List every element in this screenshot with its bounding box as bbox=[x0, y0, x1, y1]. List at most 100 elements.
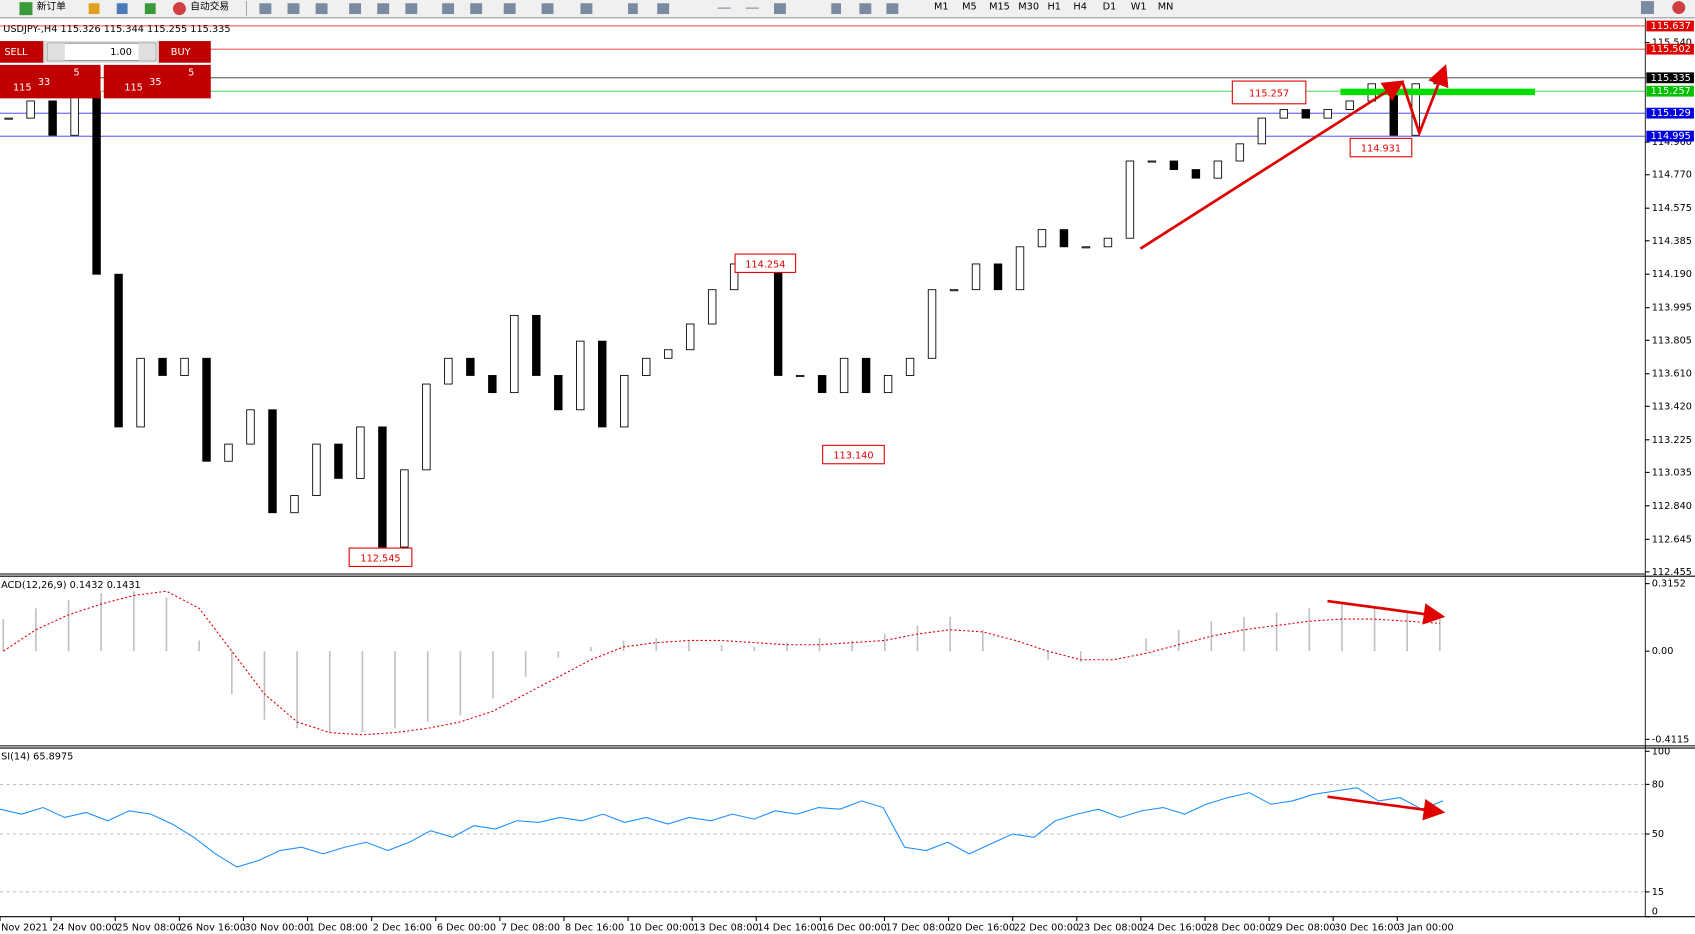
candle bbox=[1125, 160, 1135, 239]
lot-down[interactable] bbox=[47, 43, 65, 61]
candle bbox=[707, 289, 717, 325]
timeframe[interactable]: M1 bbox=[934, 1, 949, 12]
y-tick-label: 113.995 bbox=[1652, 303, 1692, 314]
x-tick-label: 29 Dec 08:00 bbox=[1270, 923, 1335, 934]
highlight-bar bbox=[1340, 88, 1536, 96]
auto-trade[interactable]: 自动交易 bbox=[190, 0, 229, 12]
tool-icon[interactable] bbox=[116, 3, 128, 15]
auto-trade-icon[interactable] bbox=[172, 2, 186, 16]
timeframe[interactable]: M5 bbox=[962, 1, 977, 12]
candle bbox=[795, 375, 805, 377]
level-tag bbox=[1646, 72, 1694, 84]
candle bbox=[1213, 160, 1223, 179]
candle bbox=[488, 375, 497, 394]
buy-price-mid[interactable]: 35 bbox=[149, 77, 161, 88]
buy-label[interactable]: BUY bbox=[171, 47, 191, 58]
tool-icons[interactable] bbox=[259, 3, 899, 15]
sell-price-box[interactable] bbox=[0, 64, 101, 99]
candle bbox=[1323, 109, 1333, 119]
timeframe[interactable]: D1 bbox=[1103, 1, 1117, 12]
sell-price-big[interactable]: 115 bbox=[13, 83, 32, 94]
timeframe[interactable]: W1 bbox=[1131, 1, 1147, 12]
candle bbox=[883, 375, 893, 394]
x-tick-label: 28 Dec 00:00 bbox=[1206, 923, 1271, 934]
x-tick-label: 24 Dec 16:00 bbox=[1142, 923, 1207, 934]
candle bbox=[158, 357, 167, 376]
level-label: 115.502 bbox=[1651, 44, 1691, 55]
candle bbox=[202, 357, 211, 462]
level-tag bbox=[1646, 85, 1694, 97]
level-tag bbox=[1646, 43, 1694, 55]
alert-icon[interactable] bbox=[1672, 1, 1686, 15]
sell-price-mid[interactable]: 33 bbox=[38, 77, 50, 88]
buy-price-box[interactable] bbox=[103, 64, 211, 99]
level-label: 115.129 bbox=[1651, 108, 1691, 119]
timeframe[interactable]: M30 bbox=[1018, 1, 1039, 12]
candle bbox=[971, 263, 981, 291]
timeframe[interactable]: MN bbox=[1158, 1, 1174, 12]
y-tick-label: 100 bbox=[1652, 746, 1671, 757]
candle bbox=[532, 314, 541, 376]
timeframe[interactable]: H4 bbox=[1073, 1, 1087, 12]
x-tick-label: 24 Nov 00:00 bbox=[52, 923, 118, 934]
trend-arrows bbox=[1139, 64, 1449, 821]
level-tag bbox=[1646, 107, 1694, 119]
new-order[interactable]: 新订单 bbox=[37, 0, 66, 12]
sell-label[interactable]: SELL bbox=[4, 47, 28, 58]
candle bbox=[114, 273, 123, 428]
candle bbox=[70, 91, 79, 136]
sell-button[interactable] bbox=[0, 41, 44, 63]
buy-price-big[interactable]: 115 bbox=[124, 83, 143, 94]
candle bbox=[685, 323, 695, 351]
annotation: 114.931 bbox=[1361, 144, 1401, 155]
annotation-box bbox=[1349, 137, 1413, 158]
search-icon[interactable] bbox=[1640, 1, 1654, 15]
lot-value[interactable]: 1.00 bbox=[110, 47, 132, 58]
candle bbox=[817, 375, 827, 394]
x-tick-label: 2 Dec 16:00 bbox=[373, 923, 432, 934]
buy-button[interactable] bbox=[158, 41, 211, 63]
x-tick-label: 10 Dec 00:00 bbox=[629, 923, 694, 934]
buy-price-sup[interactable]: 5 bbox=[188, 67, 194, 78]
macd-signal bbox=[2, 590, 1440, 736]
y-tick-label: 113.035 bbox=[1652, 467, 1692, 478]
y-tick-label: 0 bbox=[1652, 906, 1658, 917]
y-tick-label: 113.805 bbox=[1652, 335, 1692, 346]
new-order-icon[interactable] bbox=[19, 2, 33, 16]
y-tick-label: 115.540 bbox=[1652, 38, 1692, 49]
candle bbox=[861, 357, 871, 394]
level-label: 114.995 bbox=[1651, 131, 1691, 142]
y-tick-label: 113.420 bbox=[1652, 401, 1692, 412]
candle bbox=[4, 117, 13, 120]
candle bbox=[92, 91, 101, 275]
annotation: 115.257 bbox=[1249, 89, 1289, 100]
candle bbox=[26, 100, 35, 119]
timeframe[interactable]: H1 bbox=[1047, 1, 1061, 12]
timeframe[interactable]: M15 bbox=[989, 1, 1010, 12]
candle bbox=[927, 289, 937, 359]
candle bbox=[246, 409, 255, 445]
annotation-box bbox=[348, 547, 413, 567]
candle bbox=[356, 426, 365, 479]
y-tick-label: 112.455 bbox=[1652, 567, 1692, 578]
sell-price-sup[interactable]: 5 bbox=[74, 67, 80, 78]
x-tick-label: 1 Dec 08:00 bbox=[309, 923, 368, 934]
y-tick-label: 50 bbox=[1652, 829, 1664, 840]
candle bbox=[993, 263, 1003, 291]
y-tick-label: 114.385 bbox=[1652, 236, 1692, 247]
candle bbox=[1191, 169, 1201, 179]
x-tick-label: 22 Dec 00:00 bbox=[1014, 923, 1079, 934]
tool-icon[interactable] bbox=[144, 3, 156, 15]
candle bbox=[1279, 109, 1289, 119]
candle bbox=[268, 409, 277, 514]
y-tick-label: 112.645 bbox=[1652, 534, 1692, 545]
y-tick-label: 113.225 bbox=[1652, 435, 1692, 446]
y-tick-label: 80 bbox=[1652, 779, 1664, 790]
x-tick-label: 23 Dec 08:00 bbox=[1078, 923, 1143, 934]
lot-up[interactable] bbox=[138, 43, 156, 61]
candle bbox=[290, 495, 299, 514]
x-tick-label: 16 Dec 00:00 bbox=[821, 923, 886, 934]
tool-icon[interactable] bbox=[88, 3, 100, 15]
